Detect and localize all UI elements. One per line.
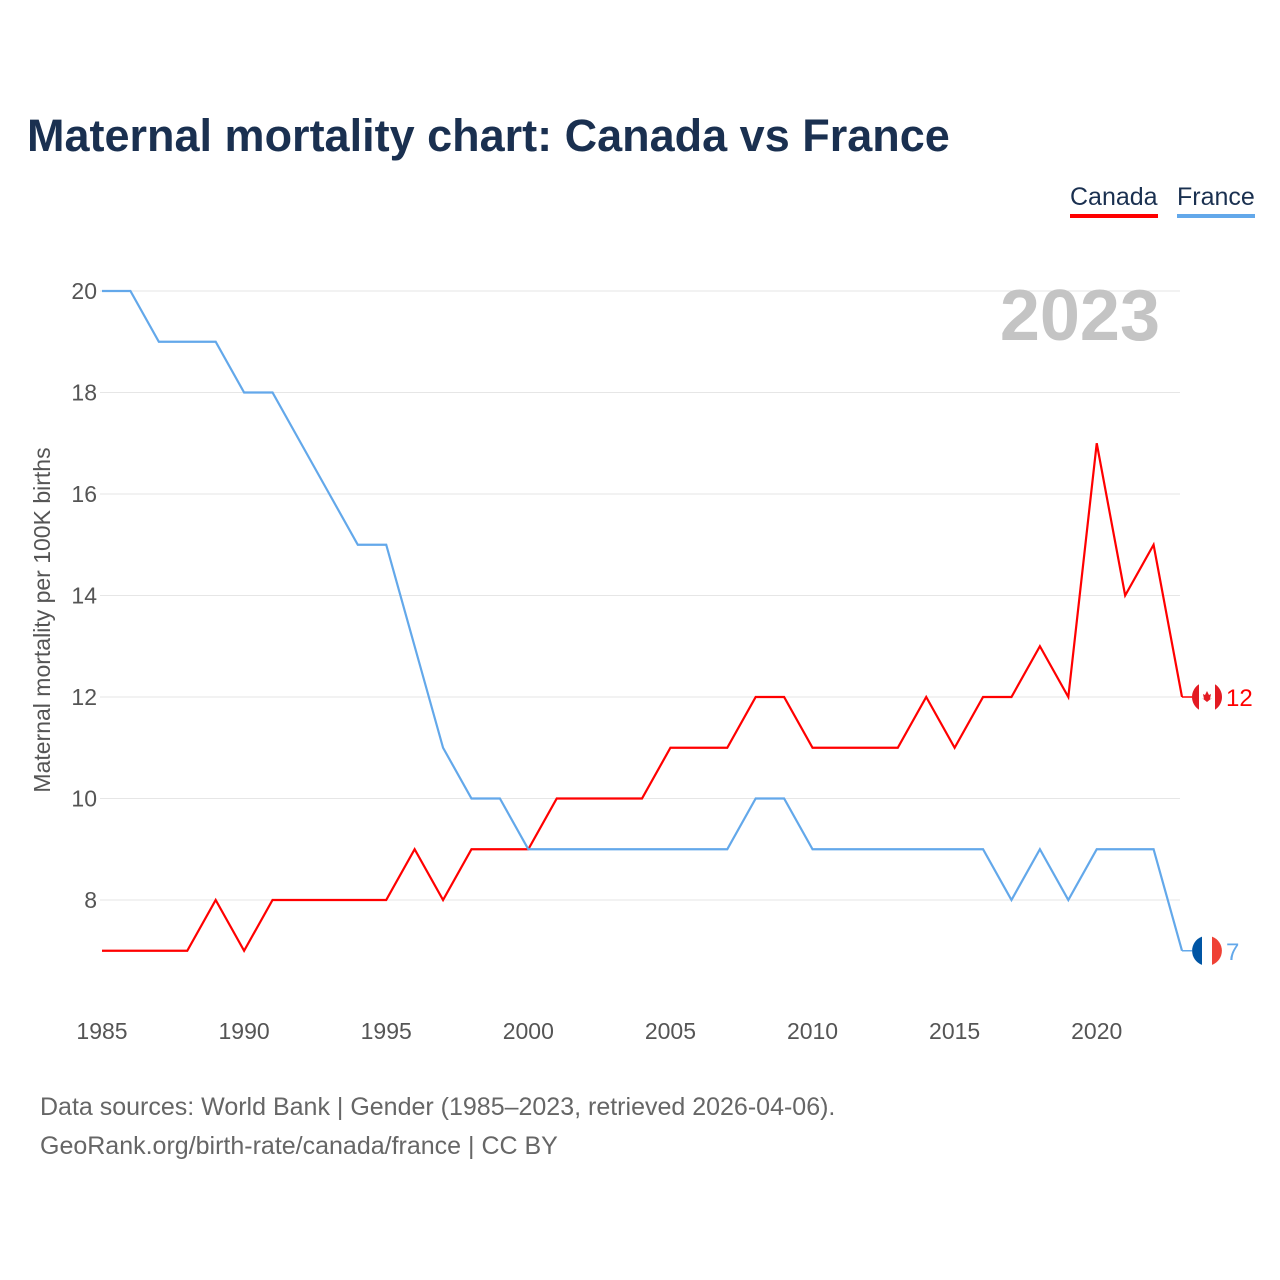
x-tick-label: 1985 <box>76 1018 127 1044</box>
canada-flag-icon <box>1215 684 1223 710</box>
series-line-france <box>102 289 1184 952</box>
year-label: 2023 <box>1000 276 1160 356</box>
y-axis-label: Maternal mortality per 100K births <box>29 447 55 792</box>
y-tick-label: 12 <box>71 684 97 710</box>
x-tick-label: 2000 <box>503 1018 554 1044</box>
legend-france[interactable]: France <box>1177 183 1255 218</box>
france-flag-icon <box>1192 936 1202 965</box>
y-tick-label: 10 <box>71 786 97 812</box>
x-tick-label: 2010 <box>787 1018 838 1044</box>
y-tick-label: 18 <box>71 380 97 406</box>
x-tick-label: 2005 <box>645 1018 696 1044</box>
canada-flag-icon <box>1192 684 1199 710</box>
source-line-2[interactable]: GeoRank.org/birth-rate/canada/france | C… <box>40 1132 558 1160</box>
end-value-label: 12 <box>1226 685 1253 712</box>
y-tick-label: 8 <box>84 887 97 913</box>
france-flag-icon <box>1212 936 1222 965</box>
series-line-canada <box>102 443 1184 954</box>
x-tick-label: 2020 <box>1071 1018 1122 1044</box>
legend-canada[interactable]: Canada <box>1070 183 1158 218</box>
y-tick-label: 16 <box>71 481 97 507</box>
x-tick-label: 1995 <box>361 1018 412 1044</box>
maple-leaf-icon <box>1202 691 1212 702</box>
y-tick-label: 14 <box>71 583 97 609</box>
source-line-1: Data sources: World Bank | Gender (1985–… <box>40 1093 836 1121</box>
y-tick-label: 20 <box>71 278 97 304</box>
x-tick-label: 2015 <box>929 1018 980 1044</box>
end-value-label: 7 <box>1226 939 1239 966</box>
x-tick-label: 1990 <box>219 1018 270 1044</box>
source-note: Data sources: World Bank | Gender (1985–… <box>40 1088 835 1166</box>
chart-title: Maternal mortality chart: Canada vs Fran… <box>27 110 950 161</box>
